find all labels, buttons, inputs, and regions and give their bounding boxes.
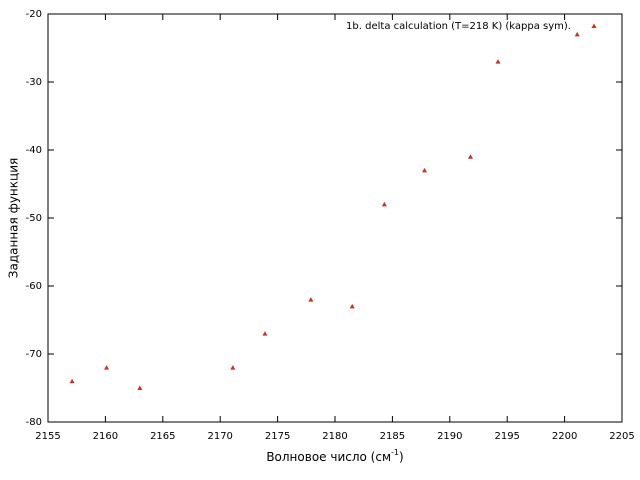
y-tick-label: -20	[26, 9, 42, 20]
x-tick-label: 2190	[437, 431, 462, 442]
x-tick-label: 2165	[150, 431, 175, 442]
x-label-end: )	[399, 450, 404, 464]
y-axis-label: Заданная функция	[7, 158, 21, 278]
y-tick-label: -80	[26, 417, 42, 428]
x-tick-label: 2200	[552, 431, 577, 442]
x-label-sup: -1	[391, 448, 399, 457]
point	[495, 59, 501, 64]
plot-border	[47, 13, 623, 423]
x-label-text: Волновое число (см	[266, 450, 391, 464]
x-tick-label: 2195	[494, 431, 519, 442]
point	[574, 31, 580, 37]
legend-marker	[591, 23, 597, 28]
point	[137, 385, 143, 390]
point	[69, 378, 75, 384]
y-tick-label: -50	[26, 213, 42, 224]
point	[381, 201, 387, 207]
x-tick-label: 2160	[93, 431, 118, 442]
point	[467, 154, 473, 159]
point	[104, 365, 110, 370]
x-tick-label: 2185	[380, 431, 405, 442]
legend-label: 1b. delta calculation (T=218 K) (kappa s…	[346, 21, 571, 32]
x-tick-label: 2175	[265, 431, 290, 442]
x-tick-label: 2205	[609, 431, 634, 442]
point	[308, 297, 314, 302]
x-axis-label: Волновое число (см-1)	[266, 448, 403, 464]
point	[262, 331, 268, 336]
y-tick-label: -60	[26, 281, 42, 292]
y-tick-label: -30	[26, 77, 42, 88]
y-tick-label: -40	[26, 145, 42, 156]
x-tick-label: 2170	[207, 431, 232, 442]
point	[230, 365, 236, 370]
y-tick-label: -70	[26, 349, 42, 360]
point	[349, 303, 355, 309]
x-tick-label: 2155	[35, 431, 60, 442]
x-tick-label: 2180	[322, 431, 347, 442]
point	[422, 167, 428, 173]
